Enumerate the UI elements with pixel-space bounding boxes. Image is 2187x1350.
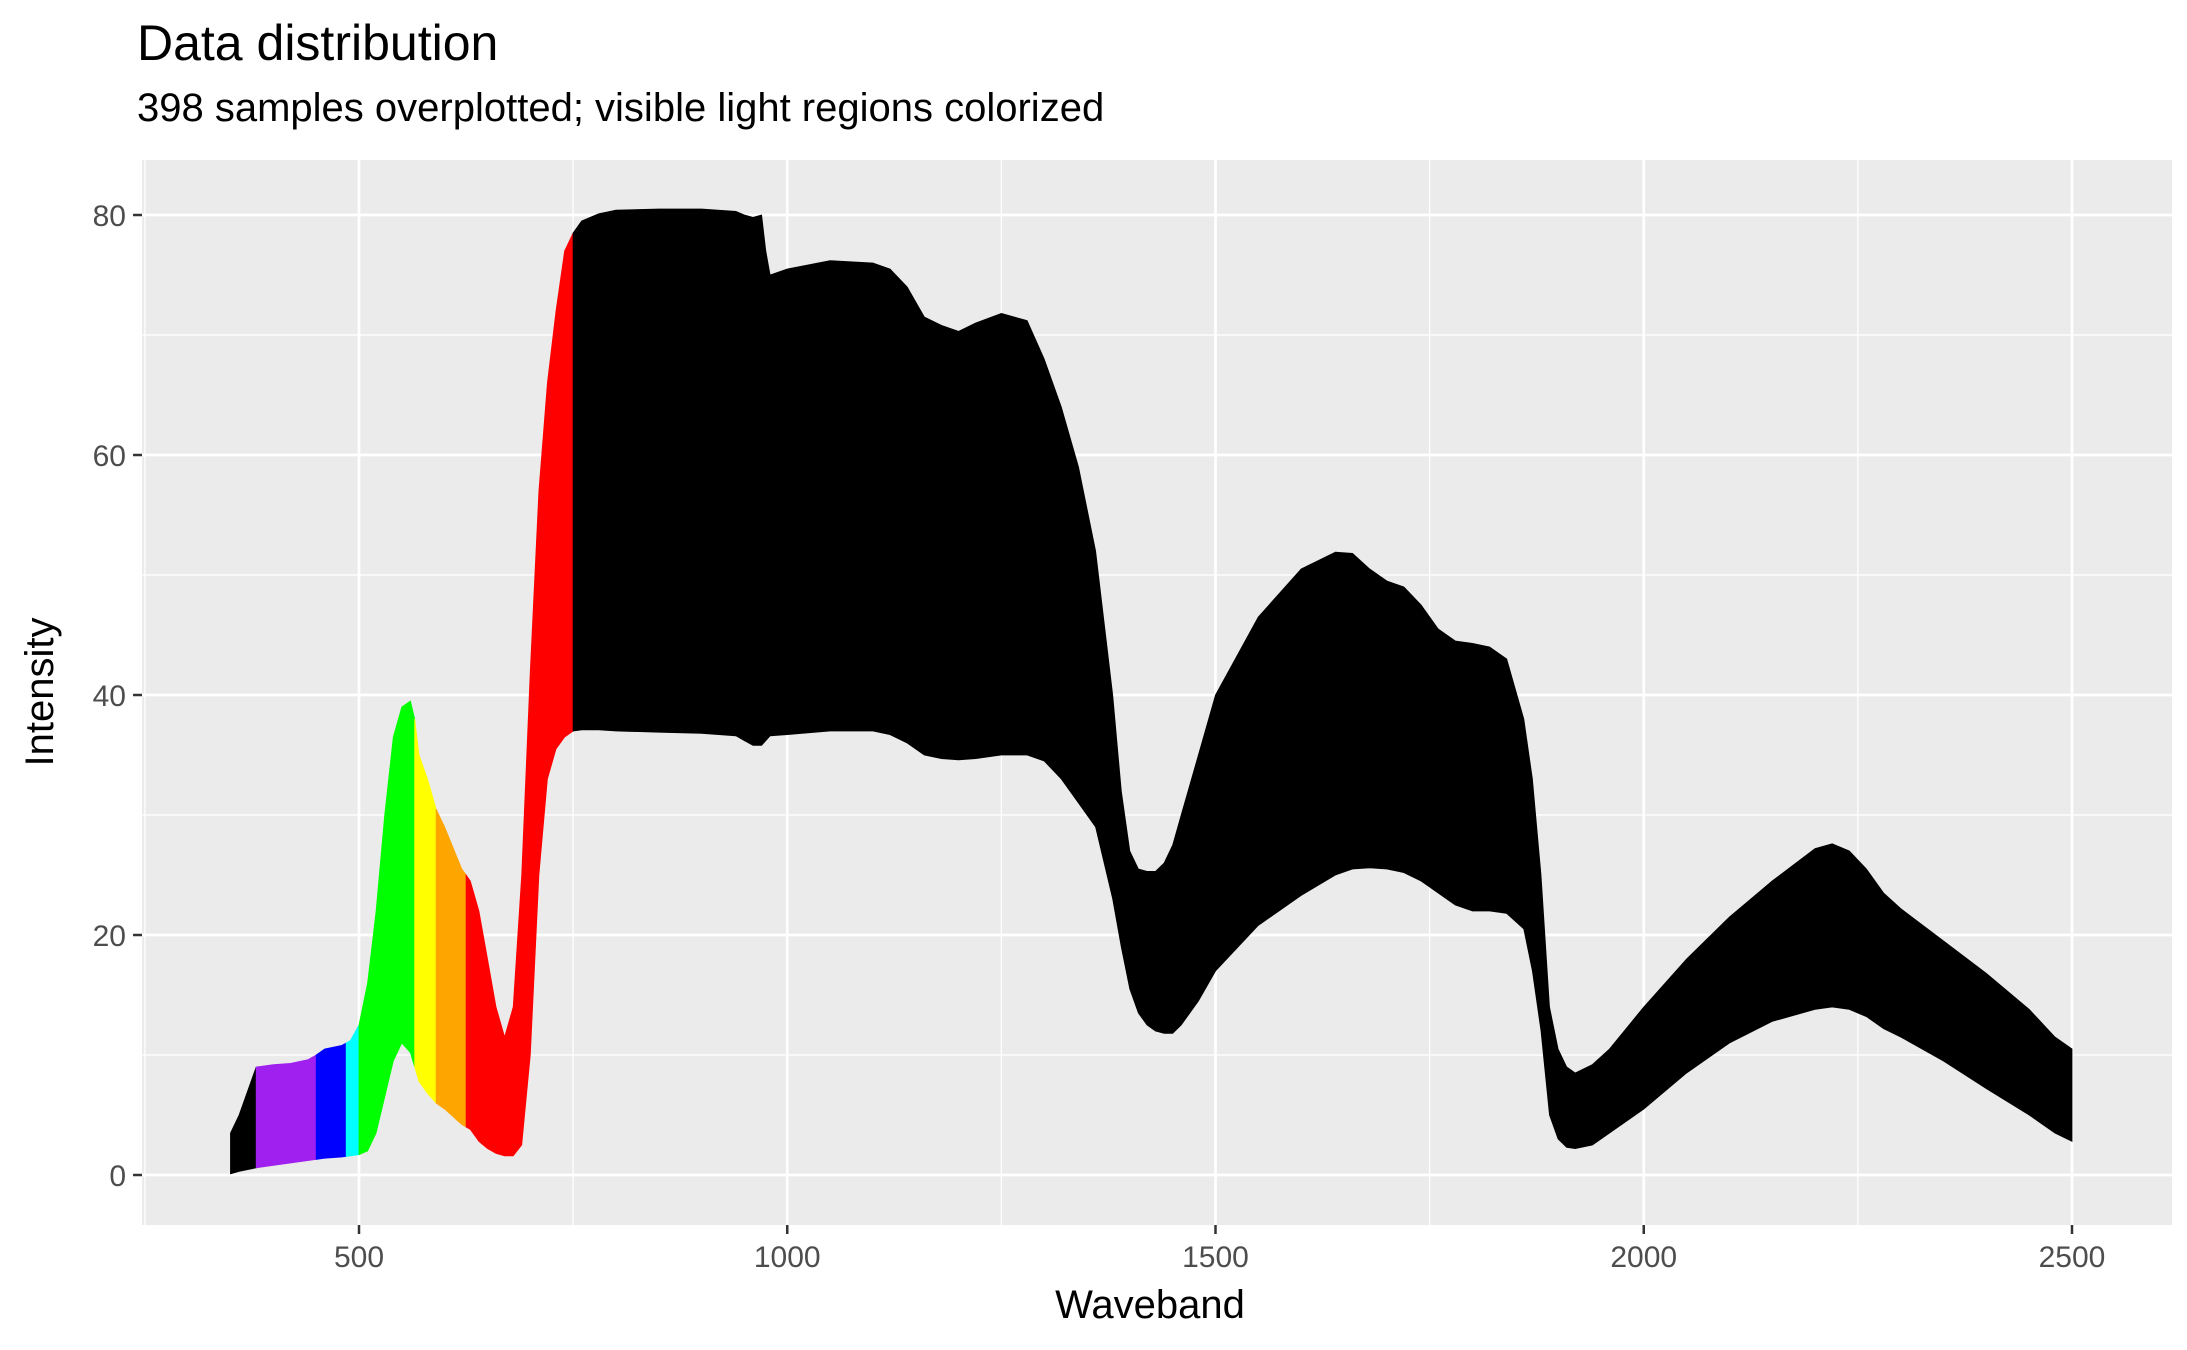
band-3 <box>345 1024 360 1157</box>
band-8 <box>572 208 2073 1150</box>
y-axis-title: Intensity <box>18 618 62 767</box>
x-axis-title: Waveband <box>1055 1283 1245 1327</box>
x-tick-label: 2000 <box>1610 1241 1677 1274</box>
y-tick-label: 0 <box>109 1160 126 1193</box>
x-tick-label: 500 <box>334 1241 384 1274</box>
x-tick-label: 2500 <box>2039 1241 2106 1274</box>
y-tick-label: 40 <box>93 680 126 713</box>
x-axis: 500 1000 1500 2000 2500 <box>334 1225 2105 1274</box>
band-2 <box>315 1042 347 1160</box>
spectral-bands <box>230 208 2073 1175</box>
band-1 <box>255 1054 317 1169</box>
y-tick-label: 80 <box>93 200 126 233</box>
y-axis: 0 20 40 60 80 <box>93 200 142 1193</box>
x-tick-label: 1000 <box>754 1241 821 1274</box>
y-tick-label: 20 <box>93 920 126 953</box>
chart-title: Data distribution <box>137 15 499 71</box>
chart-subtitle: 398 samples overplotted; visible light r… <box>137 86 1105 130</box>
y-tick-label: 60 <box>93 440 126 473</box>
x-tick-label: 1500 <box>1182 1241 1249 1274</box>
